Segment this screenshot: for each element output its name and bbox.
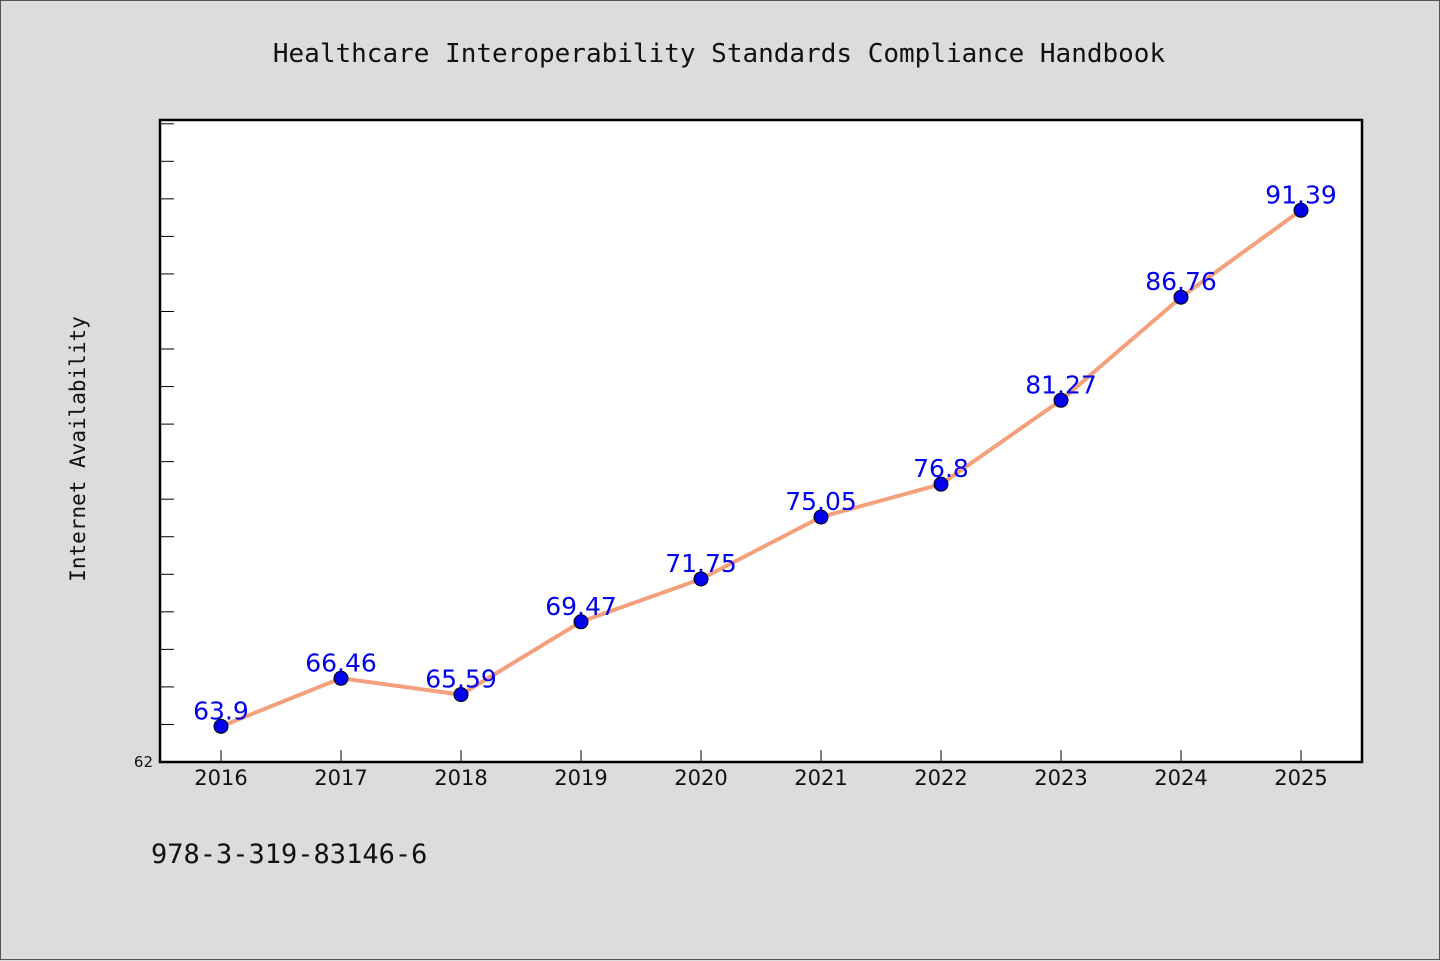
data-point (453, 687, 469, 703)
x-tick-label: 2021 (794, 766, 847, 790)
plot-area (158, 118, 1364, 764)
x-tick-label: 2018 (434, 766, 487, 790)
data-label: 81.27 (1025, 370, 1097, 399)
data-point (333, 670, 349, 686)
data-label: 75.05 (785, 487, 857, 516)
data-label: 71.75 (665, 549, 737, 578)
series-line (219, 208, 1303, 729)
x-tick-label: 2022 (914, 766, 967, 790)
data-label: 65.59 (425, 665, 497, 694)
x-tick-label: 2016 (194, 766, 247, 790)
y-axis-min-label: 62 (134, 753, 153, 771)
x-tick-label: 2025 (1274, 766, 1327, 790)
data-point (1293, 202, 1309, 218)
data-label: 66.46 (305, 648, 377, 677)
data-label: 91.39 (1265, 180, 1337, 209)
data-markers (213, 202, 1309, 734)
data-point (1173, 289, 1189, 305)
x-tick-label: 2020 (674, 766, 727, 790)
data-point (213, 718, 229, 734)
x-tick-label: 2017 (314, 766, 367, 790)
data-point (693, 571, 709, 587)
data-point (813, 509, 829, 525)
data-label: 86.76 (1145, 267, 1217, 296)
y-axis-label: Internet Availability (66, 316, 90, 582)
data-point (933, 476, 949, 492)
x-axis-ticks: 2016 2017 2018 2019 2020 2021 2022 2023 2024 2025 (194, 750, 1328, 790)
data-point (1053, 392, 1069, 408)
chart-title: Healthcare Interoperability Standards Co… (273, 39, 1166, 69)
x-tick-label: 2023 (1034, 766, 1087, 790)
data-label: 63.9 (193, 696, 249, 725)
x-tick-label: 2019 (554, 766, 607, 790)
data-label: 69.47 (545, 592, 617, 621)
data-label: 76.8 (913, 454, 969, 483)
y-axis-ticks (160, 123, 174, 725)
data-point (573, 614, 589, 630)
isbn-text: 978-3-319-83146-6 (151, 839, 427, 870)
x-tick-label: 2024 (1154, 766, 1207, 790)
data-labels: 63.9 66.46 65.59 69.47 71.75 75.05 76.8 81.27 86… (193, 180, 1337, 725)
